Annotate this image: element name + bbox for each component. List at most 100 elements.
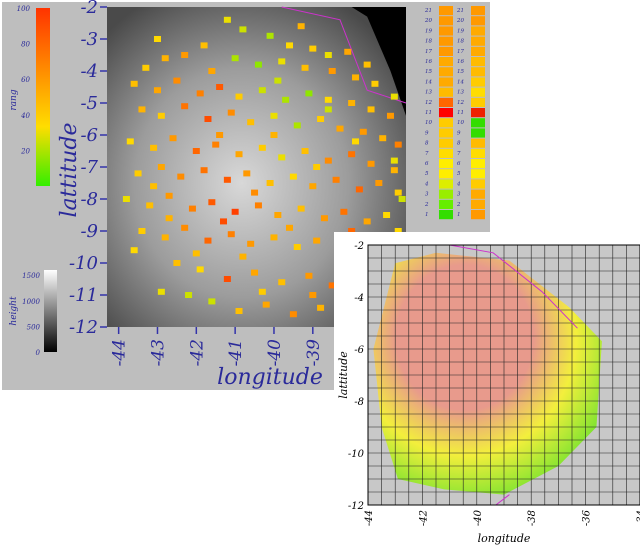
legend-label: 3 bbox=[425, 192, 429, 198]
data-point bbox=[386, 112, 394, 119]
legend-label: 16 bbox=[425, 59, 432, 65]
y-tick-label: -8 bbox=[80, 189, 98, 210]
rang-tick-label: 100 bbox=[17, 5, 31, 13]
legend-swatch bbox=[439, 46, 453, 56]
data-point bbox=[348, 228, 356, 234]
data-point bbox=[394, 189, 402, 196]
data-point bbox=[289, 173, 297, 180]
data-point bbox=[293, 122, 301, 129]
legend-swatch bbox=[471, 169, 485, 179]
x-tick-label: -43 bbox=[148, 339, 168, 366]
x-tick-label: -44 bbox=[110, 339, 130, 366]
data-point bbox=[367, 106, 375, 113]
data-point bbox=[371, 80, 379, 87]
legend-label: 7 bbox=[457, 151, 461, 157]
data-point bbox=[153, 36, 161, 42]
legend-label: 21 bbox=[424, 8, 432, 14]
legend-swatch bbox=[471, 57, 485, 67]
legend-label: 11 bbox=[425, 110, 432, 116]
data-point bbox=[165, 192, 173, 199]
inset-x-axis-label: longitude bbox=[478, 532, 531, 545]
inset-y-tick-label: -4 bbox=[354, 293, 364, 304]
data-point bbox=[243, 170, 251, 177]
legend-swatch bbox=[471, 189, 485, 199]
legend-label: 5 bbox=[457, 171, 461, 177]
elevation-raster bbox=[107, 7, 406, 327]
data-point bbox=[390, 167, 398, 174]
legend-swatch bbox=[439, 138, 453, 148]
rang-tick-label: 40 bbox=[20, 112, 30, 120]
data-point bbox=[379, 135, 387, 142]
data-point bbox=[157, 288, 165, 295]
data-point bbox=[278, 279, 286, 286]
legend-label: 18 bbox=[425, 39, 432, 45]
legend-label: 19 bbox=[425, 28, 432, 34]
data-point bbox=[177, 173, 185, 180]
data-point bbox=[235, 93, 243, 100]
height-label: height bbox=[9, 296, 19, 326]
legend-label: 6 bbox=[425, 161, 429, 167]
legend-label: 8 bbox=[457, 141, 461, 147]
rang-tick-label: 80 bbox=[21, 41, 30, 49]
data-point bbox=[301, 64, 309, 71]
data-point bbox=[181, 224, 189, 231]
data-point bbox=[165, 215, 173, 222]
legend-label: 21 bbox=[456, 8, 464, 14]
legend-label: 14 bbox=[425, 79, 432, 85]
data-point bbox=[297, 23, 305, 30]
data-point bbox=[258, 87, 266, 94]
legend-swatch bbox=[471, 77, 485, 87]
data-point bbox=[239, 26, 247, 33]
inset-x-tick-label: -40 bbox=[473, 509, 484, 526]
legend-swatch bbox=[439, 57, 453, 67]
legend-label: 8 bbox=[425, 141, 429, 147]
data-point bbox=[235, 308, 243, 314]
data-point bbox=[313, 237, 321, 244]
legend-swatch bbox=[471, 67, 485, 77]
data-point bbox=[254, 202, 262, 209]
legend-label: 10 bbox=[425, 120, 432, 126]
legend-swatch bbox=[471, 87, 485, 97]
data-point bbox=[317, 116, 325, 122]
data-point bbox=[340, 208, 348, 215]
legend-label: 17 bbox=[425, 49, 432, 55]
data-point bbox=[235, 151, 243, 158]
rang-colorbar bbox=[36, 8, 50, 186]
data-point bbox=[223, 16, 231, 23]
data-point bbox=[301, 148, 309, 154]
data-point bbox=[216, 84, 224, 90]
data-point bbox=[196, 90, 204, 97]
legend-swatch bbox=[471, 26, 485, 36]
legend-swatch bbox=[471, 210, 485, 220]
data-point bbox=[363, 218, 371, 225]
data-point bbox=[282, 96, 290, 103]
legend-swatch bbox=[439, 148, 453, 158]
data-point bbox=[204, 116, 212, 122]
legend-swatch bbox=[439, 189, 453, 199]
y-tick-label: -4 bbox=[80, 61, 98, 82]
data-point bbox=[204, 237, 212, 244]
inset-x-tick-label: -38 bbox=[527, 510, 538, 526]
data-point bbox=[247, 240, 255, 247]
y-tick-label: -11 bbox=[69, 285, 98, 306]
data-point bbox=[231, 208, 239, 215]
inset-coastline bbox=[449, 244, 578, 329]
data-point bbox=[239, 253, 247, 260]
data-point bbox=[367, 160, 375, 167]
x-axis-label: longitude bbox=[217, 365, 323, 390]
legend-label: 9 bbox=[457, 130, 461, 136]
data-point bbox=[126, 138, 134, 145]
data-point bbox=[251, 189, 259, 196]
data-point bbox=[134, 170, 142, 177]
data-point bbox=[352, 138, 360, 145]
legend-label: 15 bbox=[457, 69, 464, 75]
legend-swatch bbox=[471, 16, 485, 26]
data-point bbox=[390, 93, 398, 100]
data-point bbox=[317, 304, 325, 311]
data-point bbox=[200, 167, 208, 174]
data-point bbox=[130, 80, 138, 87]
legend-label: 10 bbox=[457, 120, 464, 126]
data-point bbox=[185, 292, 193, 298]
data-point bbox=[320, 215, 328, 222]
